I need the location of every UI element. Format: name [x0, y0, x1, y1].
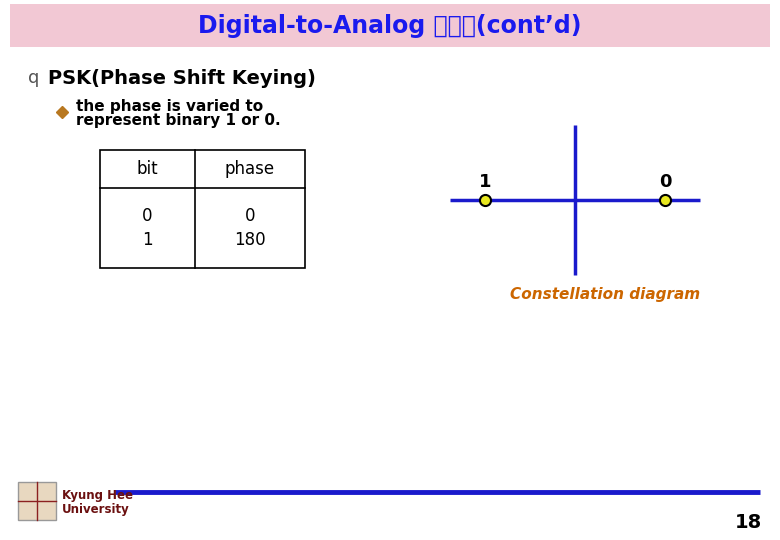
Text: University: University [62, 503, 129, 516]
Text: 180: 180 [234, 231, 266, 249]
Text: the phase is varied to: the phase is varied to [76, 99, 263, 114]
Text: Digital-to-Analog 부호화(cont’d): Digital-to-Analog 부호화(cont’d) [198, 14, 582, 38]
Text: PSK(Phase Shift Keying): PSK(Phase Shift Keying) [48, 69, 316, 87]
Text: phase: phase [225, 160, 275, 178]
Text: represent binary 1 or 0.: represent binary 1 or 0. [76, 112, 281, 127]
Text: q: q [28, 69, 39, 87]
Text: 1: 1 [479, 173, 491, 191]
Text: 0: 0 [245, 207, 255, 225]
Text: 0: 0 [659, 173, 672, 191]
Bar [10, 4, 770, 47]
Text: 1: 1 [142, 231, 153, 249]
Text: Kyung Hee: Kyung Hee [62, 489, 133, 503]
Text: 0: 0 [142, 207, 153, 225]
Text: 18: 18 [735, 512, 762, 531]
FancyBboxPatch shape [18, 482, 56, 520]
Text: bit: bit [136, 160, 158, 178]
Bar [100, 150, 305, 268]
Text: Constellation diagram: Constellation diagram [510, 287, 700, 302]
